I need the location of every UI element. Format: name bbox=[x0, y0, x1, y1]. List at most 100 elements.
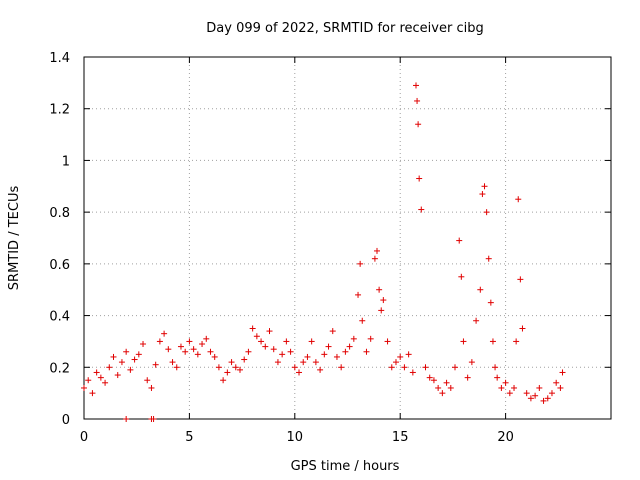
data-point bbox=[253, 333, 260, 340]
data-point bbox=[283, 338, 290, 345]
data-point bbox=[371, 255, 378, 262]
data-point bbox=[498, 384, 505, 391]
data-point bbox=[270, 346, 277, 353]
data-point bbox=[447, 384, 454, 391]
data-point bbox=[388, 364, 395, 371]
data-point bbox=[144, 377, 151, 384]
data-point bbox=[123, 416, 130, 422]
data-point bbox=[468, 359, 475, 366]
data-point bbox=[487, 299, 494, 306]
data-point bbox=[325, 343, 332, 350]
data-point bbox=[367, 335, 374, 342]
data-point bbox=[494, 374, 501, 381]
data-point bbox=[439, 390, 446, 397]
data-point bbox=[148, 384, 155, 391]
data-point bbox=[426, 374, 433, 381]
data-point bbox=[173, 364, 180, 371]
data-point bbox=[241, 356, 248, 363]
data-point bbox=[118, 359, 125, 366]
data-point bbox=[515, 196, 522, 203]
data-point bbox=[350, 335, 357, 342]
data-point bbox=[236, 366, 243, 373]
data-point bbox=[485, 255, 492, 262]
data-point bbox=[460, 338, 467, 345]
data-point bbox=[296, 369, 303, 376]
data-point bbox=[363, 348, 370, 355]
data-point bbox=[156, 338, 163, 345]
data-point bbox=[93, 369, 100, 376]
data-point bbox=[211, 353, 218, 360]
data-point bbox=[190, 346, 197, 353]
data-point bbox=[85, 377, 92, 384]
data-point bbox=[413, 82, 420, 89]
data-point bbox=[114, 372, 121, 379]
data-point bbox=[376, 286, 383, 293]
data-point bbox=[338, 364, 345, 371]
data-point bbox=[274, 359, 281, 366]
data-point bbox=[392, 359, 399, 366]
data-point bbox=[110, 353, 117, 360]
data-point bbox=[152, 361, 159, 368]
y-tick-label: 0.2 bbox=[49, 361, 70, 376]
data-point bbox=[380, 297, 387, 304]
data-point bbox=[135, 351, 142, 358]
data-point bbox=[321, 351, 328, 358]
data-point bbox=[415, 121, 422, 128]
data-point bbox=[169, 359, 176, 366]
data-point bbox=[304, 353, 311, 360]
data-point bbox=[106, 364, 113, 371]
data-point bbox=[418, 206, 425, 213]
data-point bbox=[150, 416, 157, 422]
data-point bbox=[220, 377, 227, 384]
y-tick-label: 0.6 bbox=[49, 258, 70, 273]
data-point bbox=[333, 353, 340, 360]
data-point bbox=[329, 328, 336, 335]
data-point bbox=[464, 374, 471, 381]
data-point bbox=[215, 364, 222, 371]
data-point bbox=[430, 377, 437, 384]
x-tick-label: 10 bbox=[287, 430, 304, 445]
data-point bbox=[477, 286, 484, 293]
data-point bbox=[553, 379, 560, 386]
data-point bbox=[443, 379, 450, 386]
data-point bbox=[357, 260, 364, 267]
data-point bbox=[359, 317, 366, 324]
data-point bbox=[131, 356, 138, 363]
data-point bbox=[422, 364, 429, 371]
data-point bbox=[557, 384, 564, 391]
data-point bbox=[123, 348, 130, 355]
y-tick-label: 1.4 bbox=[49, 51, 70, 66]
data-point bbox=[414, 97, 421, 104]
data-point bbox=[479, 191, 486, 198]
data-point bbox=[397, 353, 404, 360]
data-point bbox=[199, 341, 206, 348]
data-point bbox=[177, 343, 184, 350]
data-point bbox=[405, 351, 412, 358]
data-point bbox=[378, 307, 385, 314]
x-axis-label: GPS time / hours bbox=[291, 459, 400, 474]
data-point bbox=[186, 338, 193, 345]
x-tick-label: 15 bbox=[392, 430, 409, 445]
data-point bbox=[140, 341, 147, 348]
data-point bbox=[544, 395, 551, 402]
x-tick-label: 20 bbox=[497, 430, 514, 445]
data-point bbox=[258, 338, 265, 345]
data-point bbox=[409, 369, 416, 376]
data-point bbox=[435, 384, 442, 391]
data-point bbox=[523, 390, 530, 397]
data-point bbox=[127, 366, 134, 373]
data-point bbox=[506, 390, 513, 397]
data-point bbox=[540, 397, 547, 404]
data-point bbox=[89, 390, 96, 397]
data-point bbox=[489, 338, 496, 345]
data-point bbox=[308, 338, 315, 345]
data-point bbox=[194, 351, 201, 358]
data-point bbox=[262, 343, 269, 350]
data-point bbox=[232, 364, 239, 371]
data-point bbox=[517, 276, 524, 283]
data-point bbox=[473, 317, 480, 324]
x-tick-label: 5 bbox=[185, 430, 193, 445]
x-tick-label: 0 bbox=[80, 430, 88, 445]
data-point bbox=[458, 273, 465, 280]
